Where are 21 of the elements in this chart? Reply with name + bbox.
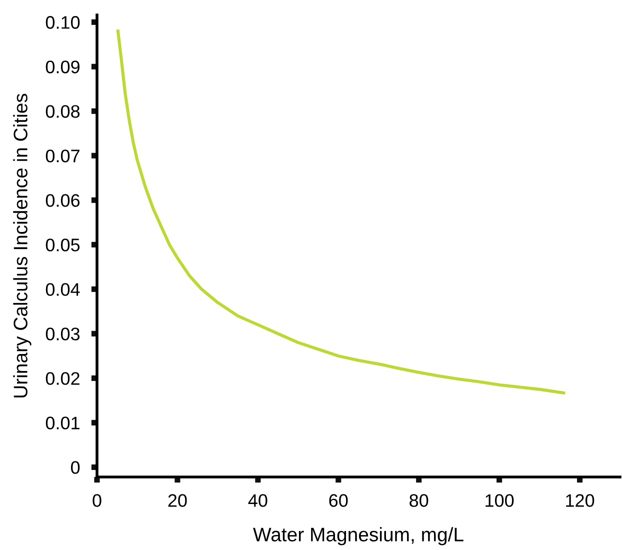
y-tick-label: 0.08 — [46, 105, 80, 118]
y-tick-label: 0.09 — [46, 60, 80, 74]
y-tick-label: 0.02 — [46, 372, 80, 385]
x-axis-title: Water Magnesium, mg/L — [253, 527, 464, 546]
x-tick-label: 20 — [168, 494, 187, 507]
y-axis-title: Urinary Calculus Incidence in Cities — [13, 94, 32, 398]
y-tick-label: 0.04 — [46, 283, 80, 296]
y-tick-label: 0.07 — [46, 150, 80, 162]
y-tick-label: 0.01 — [46, 416, 80, 430]
y-tick-label: 0 — [71, 461, 80, 474]
y-tick-label: 0.06 — [46, 194, 80, 207]
line-series — [116, 29, 566, 394]
x-tick-label: 40 — [248, 494, 268, 507]
y-tick-label: 0.05 — [46, 238, 80, 252]
y-tick-label: 0.10 — [46, 16, 80, 29]
x-tick-label: 0 — [92, 494, 102, 507]
x-tick-label: 60 — [329, 494, 348, 507]
x-tick-label: 100 — [486, 494, 514, 507]
x-tick-label: 120 — [566, 494, 594, 507]
y-tick-label: 0.03 — [46, 328, 80, 340]
x-tick-label: 80 — [410, 494, 428, 507]
